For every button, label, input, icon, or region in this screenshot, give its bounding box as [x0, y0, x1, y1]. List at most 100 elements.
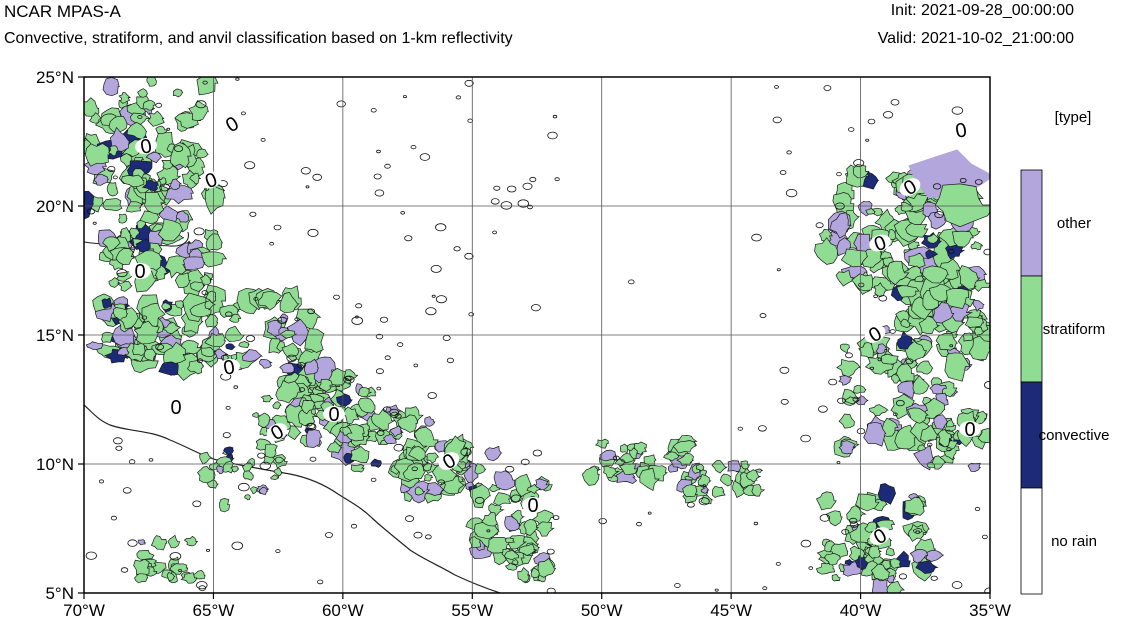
precip-cell	[422, 462, 433, 472]
contour-ring	[808, 566, 814, 570]
precip-cell	[920, 424, 939, 443]
precip-cell	[155, 125, 169, 135]
contour-label-bg	[959, 421, 981, 437]
legend-label: no rain	[1051, 533, 1097, 550]
contour-ring	[98, 479, 105, 484]
precip-cell	[755, 468, 763, 473]
contour-ring	[949, 344, 954, 348]
contour-ring	[889, 329, 896, 334]
precip-cell	[880, 353, 899, 365]
contour-label-bg	[864, 325, 886, 343]
contour-ring	[546, 587, 556, 593]
contour-ring	[612, 455, 620, 461]
contour-ring	[410, 145, 417, 150]
precip-cell	[196, 148, 209, 159]
legend-title: [type]	[1055, 109, 1092, 126]
contour-ring	[235, 77, 240, 81]
precip-cell	[865, 207, 876, 215]
precip-cell	[223, 446, 235, 456]
precip-cell	[244, 494, 251, 501]
precip-cell	[504, 537, 516, 544]
contour-ring	[828, 378, 838, 386]
precip-cell	[503, 549, 520, 561]
contour-ring	[128, 459, 136, 465]
precip-cell	[935, 183, 990, 228]
contour-ring	[800, 539, 812, 548]
contour-ring	[430, 264, 442, 273]
contour-ring	[324, 532, 333, 538]
precip-cell	[370, 458, 382, 468]
precip-cell	[309, 393, 326, 403]
contour-ring	[858, 282, 865, 288]
precip-cell	[831, 574, 841, 582]
contour-ring	[141, 315, 148, 320]
contour-ring	[435, 223, 447, 232]
precip-cell	[537, 557, 557, 578]
contour-zero-label: 0	[222, 356, 237, 380]
contour-ring	[277, 316, 288, 324]
precip-cell	[814, 237, 839, 265]
precip-cell	[896, 363, 915, 383]
contour-ring	[233, 385, 239, 389]
contour-ring	[442, 334, 451, 341]
precip-cell	[881, 417, 899, 437]
precip-cell	[925, 549, 945, 562]
precip-cell	[136, 549, 155, 560]
contour-ring	[166, 127, 171, 131]
contour-label-bg	[438, 452, 460, 470]
precip-cell	[493, 492, 512, 506]
contour-ring	[354, 315, 359, 319]
contour-ring	[404, 515, 414, 522]
contour-ring	[419, 153, 431, 161]
precip-cell	[196, 77, 219, 96]
contour-ring	[159, 183, 171, 192]
contour-ring	[92, 221, 97, 225]
precip-cell	[199, 451, 213, 465]
precip-cell	[937, 429, 952, 448]
contour-ring	[951, 106, 964, 115]
contour-ring	[819, 514, 831, 522]
contour-ring	[343, 375, 355, 384]
precip-cell	[174, 272, 191, 289]
precip-cell	[863, 421, 887, 447]
precip-cell	[134, 573, 149, 584]
contour-ring	[336, 100, 346, 108]
contour-ring	[355, 303, 363, 309]
precip-cell	[101, 297, 113, 309]
contour-ring	[455, 95, 462, 100]
precip-cell	[326, 441, 343, 454]
precip-cell	[964, 316, 984, 328]
precip-cell	[318, 378, 333, 392]
precip-cell	[905, 221, 929, 238]
contour-ring	[333, 294, 340, 300]
contour-ring	[376, 430, 385, 436]
precip-cell	[581, 465, 600, 486]
precip-cell	[977, 428, 990, 443]
contour-ring	[486, 529, 491, 533]
contour-ring	[714, 588, 719, 592]
contour-ring	[853, 159, 865, 167]
contour-ring	[867, 118, 876, 125]
contour-ring	[520, 458, 530, 466]
precip-cell	[871, 575, 890, 593]
precip-cell	[257, 290, 283, 311]
contour-ring	[273, 224, 282, 231]
contour-ring	[257, 452, 266, 459]
x-tick-label: 35°W	[969, 601, 1011, 620]
precip-cell	[885, 547, 895, 557]
contour-ring	[222, 432, 231, 439]
contour-ring	[205, 548, 210, 552]
contour-label-bg	[221, 115, 243, 133]
contour-ring	[800, 434, 811, 443]
precip-cell	[854, 554, 869, 570]
contour-ring	[780, 398, 789, 405]
contour-label-bg	[129, 263, 151, 279]
contour-label-bg	[869, 527, 891, 545]
precip-cell	[493, 470, 516, 491]
contour-ring	[225, 405, 231, 410]
contour-ring	[259, 461, 272, 470]
contour-label-bg	[165, 399, 187, 415]
contour-ring	[687, 501, 695, 508]
legend-label: stratiform	[1043, 321, 1106, 338]
